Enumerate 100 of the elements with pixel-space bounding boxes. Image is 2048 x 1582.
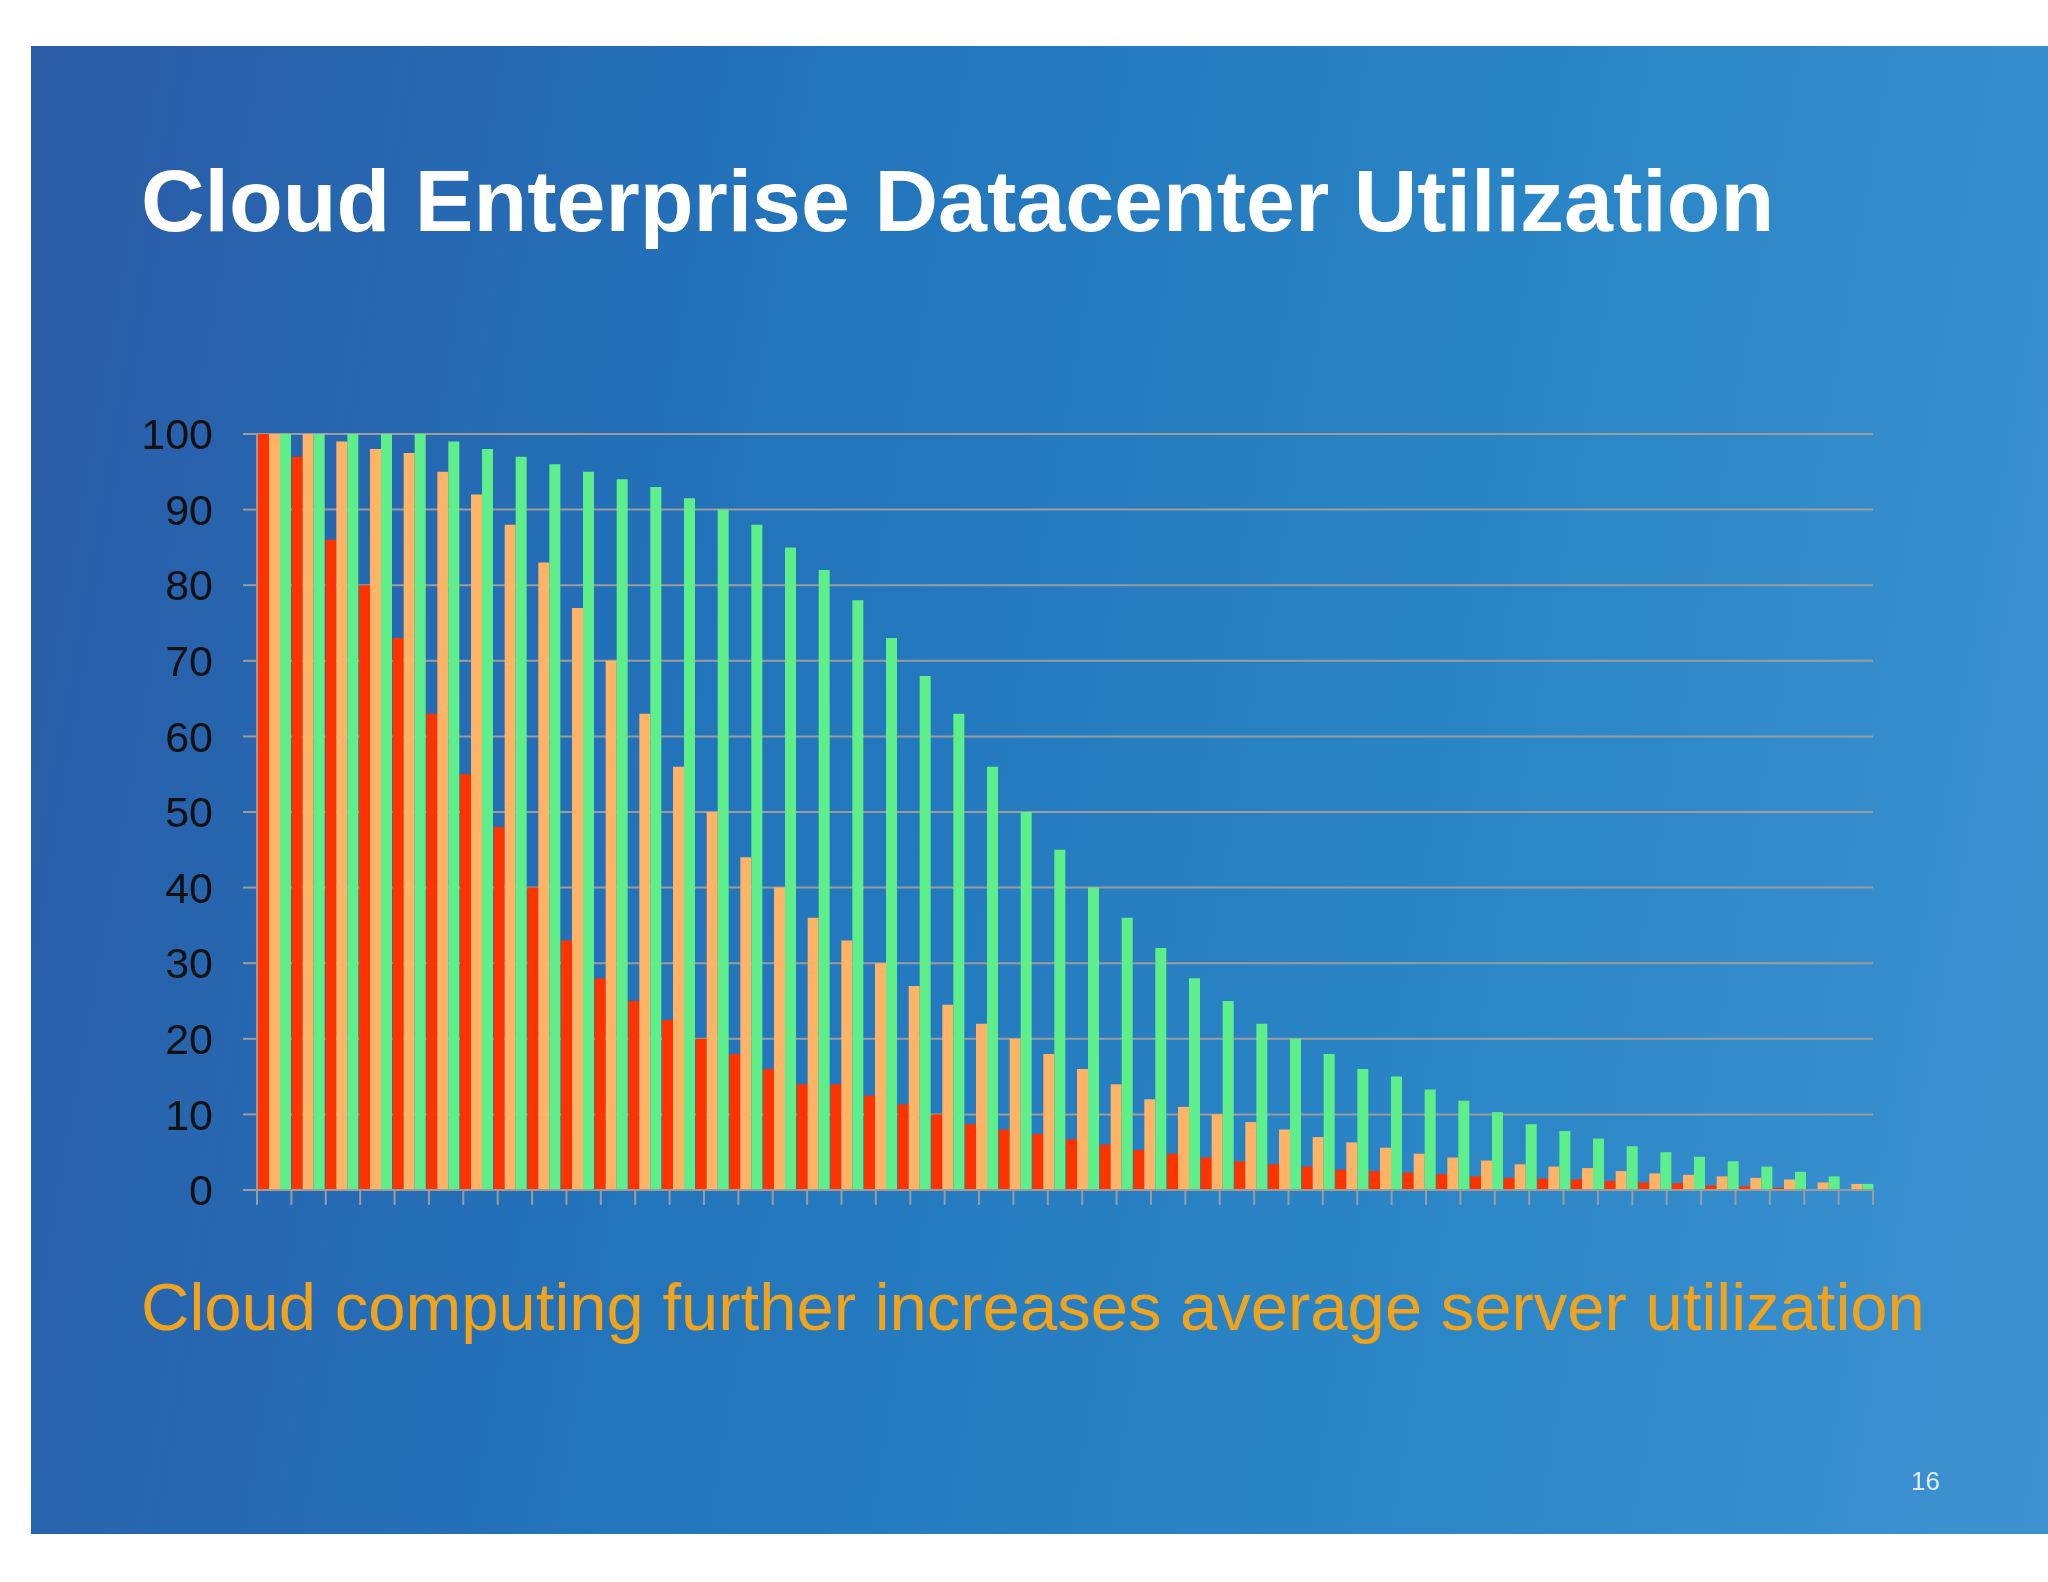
bar bbox=[1750, 1177, 1762, 1190]
bar bbox=[673, 766, 685, 1190]
bar bbox=[897, 1104, 909, 1190]
bar bbox=[1413, 1153, 1425, 1190]
bar bbox=[628, 1001, 640, 1190]
bar bbox=[482, 449, 494, 1190]
bar bbox=[1761, 1166, 1773, 1190]
bar bbox=[1200, 1157, 1212, 1190]
bar bbox=[549, 464, 561, 1190]
bar bbox=[695, 1038, 707, 1190]
bar bbox=[1470, 1176, 1482, 1190]
y-tick-label: 70 bbox=[165, 637, 213, 686]
bar bbox=[942, 1004, 954, 1190]
bar bbox=[1447, 1157, 1459, 1190]
bar bbox=[1323, 1053, 1335, 1190]
bar bbox=[684, 498, 696, 1190]
bar bbox=[594, 978, 606, 1190]
bar bbox=[1066, 1139, 1078, 1190]
bar bbox=[1514, 1164, 1526, 1190]
bar bbox=[1357, 1069, 1369, 1190]
bar bbox=[1481, 1160, 1493, 1190]
bar bbox=[1088, 887, 1100, 1190]
bar bbox=[1615, 1171, 1627, 1190]
bar bbox=[426, 713, 438, 1190]
y-tick-label: 50 bbox=[165, 788, 213, 837]
bar bbox=[729, 1053, 741, 1190]
bar bbox=[1694, 1156, 1706, 1190]
bar bbox=[572, 607, 584, 1190]
bar bbox=[852, 600, 864, 1190]
bar bbox=[953, 713, 965, 1190]
bar bbox=[818, 570, 830, 1190]
bar bbox=[1189, 978, 1201, 1190]
bar bbox=[1312, 1137, 1324, 1190]
bar bbox=[864, 1095, 876, 1190]
bar bbox=[1234, 1161, 1246, 1190]
bar bbox=[1335, 1169, 1347, 1190]
bar bbox=[1660, 1152, 1672, 1190]
bar bbox=[538, 562, 550, 1190]
bar bbox=[998, 1129, 1010, 1190]
bar bbox=[1369, 1171, 1381, 1190]
bar bbox=[471, 494, 483, 1190]
bar bbox=[504, 524, 516, 1190]
bar bbox=[796, 1084, 808, 1190]
bar bbox=[931, 1114, 943, 1190]
bar bbox=[1110, 1084, 1122, 1190]
bar bbox=[1582, 1168, 1594, 1190]
y-tick-label: 80 bbox=[165, 561, 213, 610]
bar bbox=[1503, 1177, 1515, 1190]
bar bbox=[313, 434, 325, 1190]
text: 16 bbox=[1911, 1465, 1940, 1497]
bar bbox=[583, 471, 595, 1190]
bar bbox=[1020, 812, 1032, 1190]
bar bbox=[1626, 1146, 1638, 1190]
bar bbox=[1795, 1171, 1807, 1190]
bar bbox=[1144, 1099, 1156, 1190]
bar bbox=[1525, 1124, 1537, 1190]
bar bbox=[1424, 1089, 1436, 1190]
bar bbox=[1268, 1164, 1280, 1190]
bar bbox=[830, 1084, 842, 1190]
y-tick-label: 60 bbox=[165, 712, 213, 761]
bar bbox=[370, 449, 382, 1190]
bar bbox=[1784, 1179, 1796, 1190]
bar bbox=[1346, 1142, 1358, 1190]
bar bbox=[1099, 1144, 1111, 1190]
y-tick-label: 20 bbox=[165, 1015, 213, 1064]
bar bbox=[1167, 1153, 1179, 1190]
bar bbox=[1245, 1121, 1257, 1190]
bar bbox=[527, 887, 539, 1190]
bar bbox=[1716, 1176, 1728, 1190]
y-tick-label: 100 bbox=[141, 410, 213, 459]
bar bbox=[1638, 1182, 1650, 1190]
bar bbox=[392, 638, 404, 1190]
y-tick-label: 0 bbox=[189, 1166, 213, 1215]
bar bbox=[1380, 1147, 1392, 1190]
bar bbox=[650, 486, 662, 1190]
bar bbox=[515, 456, 527, 1190]
bar bbox=[740, 857, 752, 1190]
bar bbox=[616, 479, 628, 1190]
bar bbox=[1548, 1166, 1560, 1190]
bar bbox=[1458, 1100, 1470, 1190]
bar bbox=[976, 1023, 988, 1190]
bar bbox=[1121, 917, 1133, 1190]
bar bbox=[1436, 1174, 1448, 1190]
bar bbox=[1009, 1038, 1021, 1190]
bar bbox=[1492, 1112, 1504, 1190]
bar bbox=[1649, 1173, 1661, 1190]
bar bbox=[493, 827, 505, 1190]
bar bbox=[359, 585, 371, 1190]
bar bbox=[1828, 1176, 1840, 1190]
bar bbox=[1054, 849, 1066, 1190]
bar bbox=[325, 539, 337, 1190]
bar bbox=[414, 434, 426, 1190]
bar bbox=[381, 434, 393, 1190]
bar bbox=[662, 1019, 674, 1190]
y-tick-label: 30 bbox=[165, 939, 213, 988]
bar bbox=[1301, 1166, 1313, 1190]
y-tick-label: 40 bbox=[165, 863, 213, 912]
bar bbox=[774, 887, 786, 1190]
bar bbox=[1571, 1179, 1583, 1190]
bar bbox=[347, 434, 359, 1190]
